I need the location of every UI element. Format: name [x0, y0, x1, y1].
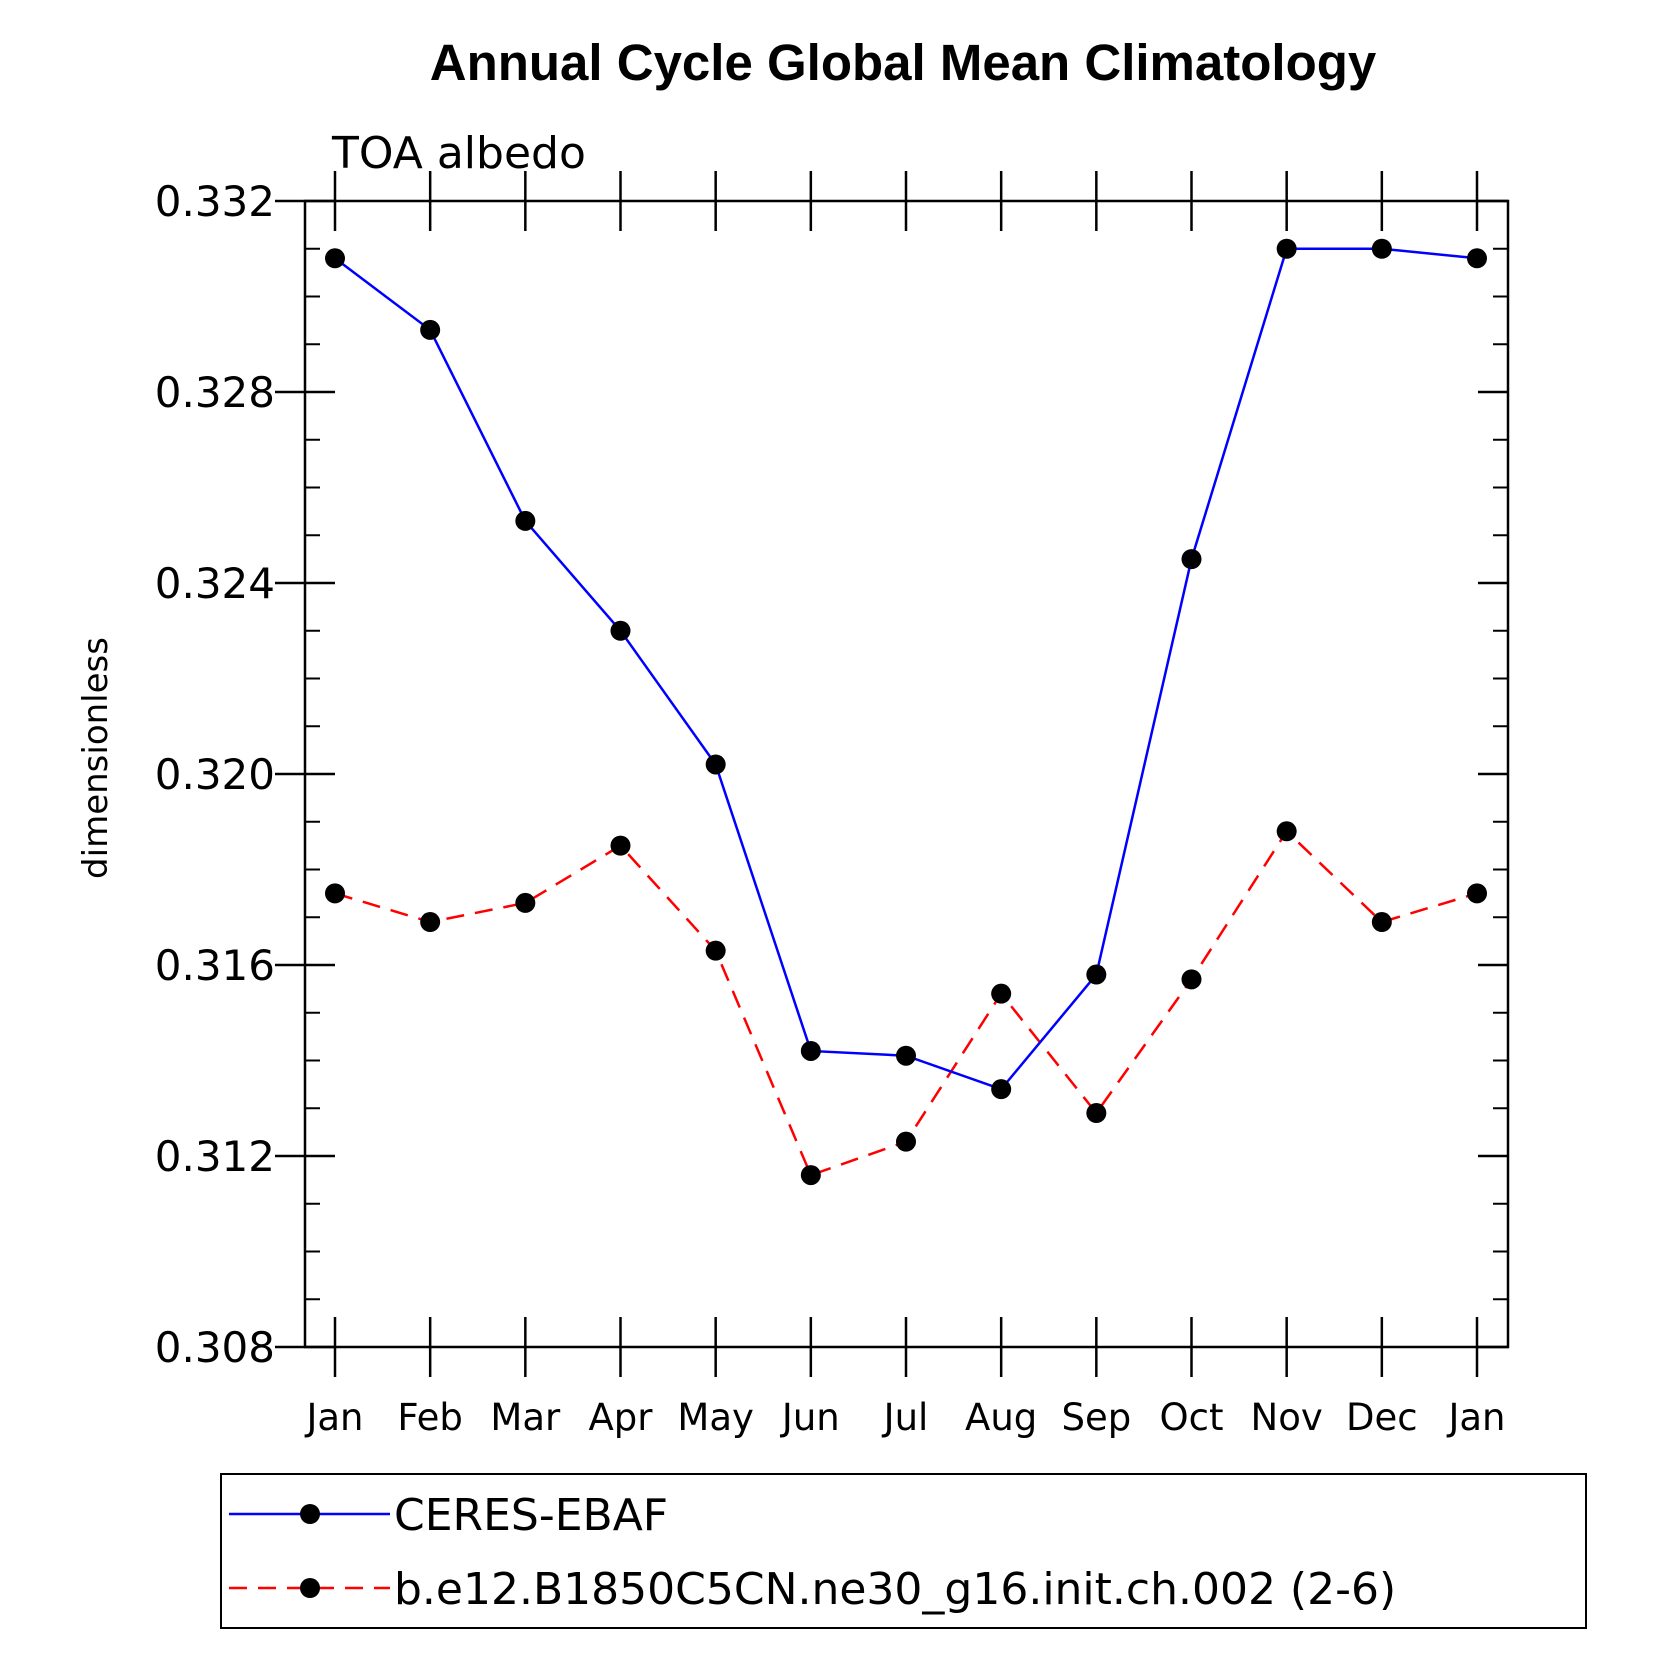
- data-point-1-6: [896, 1131, 916, 1152]
- data-point-0-12: [1467, 248, 1487, 269]
- data-point-1-12: [1467, 883, 1487, 904]
- y-tick-label: 0.312: [155, 1132, 275, 1181]
- x-tick-label: Sep: [1061, 1396, 1131, 1439]
- x-tick-label: Aug: [965, 1396, 1037, 1439]
- y-tick-label: 0.320: [155, 750, 275, 799]
- data-point-1-10: [1276, 821, 1297, 842]
- x-tick-label: Feb: [397, 1396, 463, 1439]
- data-point-0-1: [420, 319, 441, 340]
- series-line-1: [334, 829, 1478, 1177]
- y-axis-label: dimensionless: [76, 637, 116, 879]
- x-tick-label: Dec: [1346, 1396, 1418, 1439]
- data-point-0-8: [1086, 964, 1107, 985]
- data-point-1-3: [610, 835, 631, 856]
- tick-labels: Jan Feb Mar Apr May Jun Jul Aug Sep Oct Nov Dec Jan 0…: [155, 177, 1506, 1439]
- data-point-0-4: [705, 754, 726, 775]
- data-point-1-5: [800, 1165, 821, 1186]
- x-tick-label: May: [677, 1396, 754, 1439]
- y-tick-label: 0.328: [155, 368, 275, 417]
- x-tick-label: Apr: [588, 1396, 653, 1439]
- y-tick-label: 0.332: [155, 177, 275, 226]
- data-point-1-9: [1181, 969, 1202, 990]
- x-tick-label: Jan: [1446, 1396, 1505, 1439]
- series-layer: [325, 238, 1487, 1186]
- legend-label-ceres: CERES-EBAF: [394, 1490, 668, 1541]
- data-point-1-7: [991, 983, 1012, 1004]
- legend-marker-model: [300, 1578, 320, 1598]
- data-point-0-5: [800, 1040, 821, 1061]
- data-point-1-0: [325, 883, 345, 904]
- y-tick-label: 0.324: [155, 559, 275, 608]
- x-tick-label: Jan: [304, 1396, 363, 1439]
- data-point-0-0: [325, 248, 345, 269]
- chart-subtitle: TOA albedo: [331, 128, 586, 179]
- y-tick-label: 0.308: [155, 1323, 275, 1372]
- axes-frame: [275, 171, 1510, 1377]
- data-point-0-7: [991, 1079, 1012, 1100]
- chart-title: Annual Cycle Global Mean Climatology: [430, 34, 1377, 91]
- legend: CERES-EBAF b.e12.B1850C5CN.ne30_g16.init…: [220, 1473, 1587, 1629]
- x-tick-label: Jun: [780, 1396, 840, 1439]
- plot-frame: [303, 199, 1510, 1349]
- data-point-0-11: [1371, 238, 1392, 259]
- legend-box: [220, 1473, 1587, 1629]
- x-tick-label: Nov: [1251, 1396, 1323, 1439]
- data-point-0-10: [1276, 238, 1297, 259]
- data-point-1-8: [1086, 1103, 1107, 1124]
- data-point-0-6: [896, 1045, 916, 1066]
- legend-marker-ceres: [300, 1504, 320, 1524]
- data-point-1-2: [515, 892, 536, 913]
- x-tick-label: Jul: [882, 1396, 929, 1439]
- data-point-0-2: [515, 510, 536, 531]
- y-tick-label: 0.316: [155, 941, 275, 990]
- data-point-1-4: [705, 940, 726, 961]
- data-point-0-3: [610, 620, 631, 641]
- data-point-1-11: [1371, 912, 1392, 933]
- legend-label-model: b.e12.B1850C5CN.ne30_g16.init.ch.002 (2-…: [394, 1564, 1396, 1615]
- x-tick-label: Oct: [1160, 1396, 1224, 1439]
- x-tick-label: Mar: [490, 1396, 561, 1439]
- data-point-1-1: [420, 912, 441, 933]
- series-line-0: [334, 247, 1478, 1091]
- data-point-0-9: [1181, 549, 1202, 570]
